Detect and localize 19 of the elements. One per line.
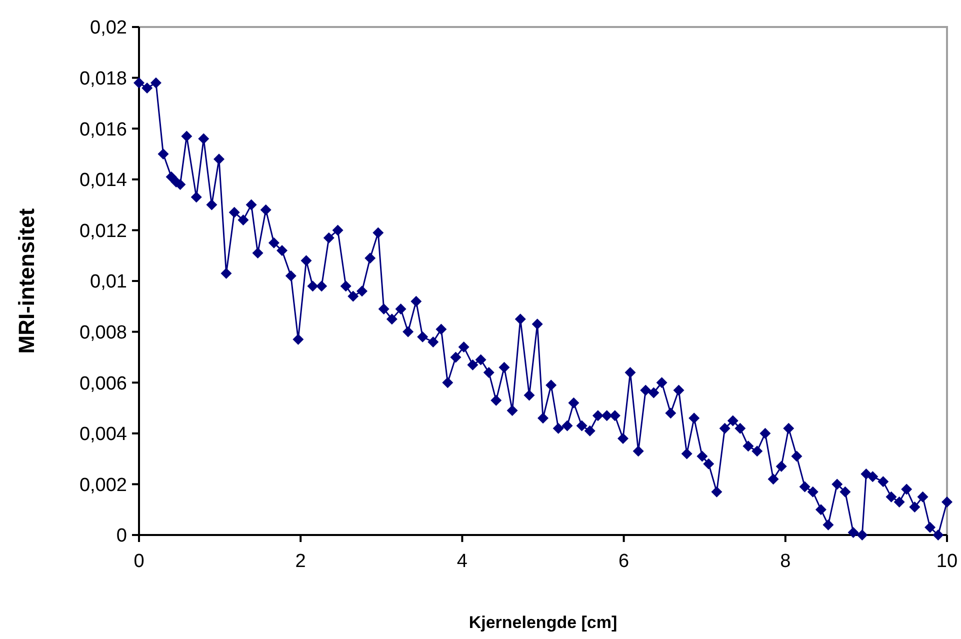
y-axis-title: MRI-intensitet (14, 208, 39, 354)
y-tick-label: 0,016 (79, 119, 127, 140)
x-tick-label: 0 (134, 551, 144, 572)
y-tick-label: 0,006 (79, 373, 127, 394)
y-tick-label: 0,01 (90, 272, 127, 293)
y-tick-label: 0 (116, 526, 127, 547)
y-tick-label: 0,014 (79, 170, 128, 192)
x-tick-label: 2 (295, 551, 306, 572)
y-tick-label: 0,002 (79, 474, 127, 496)
y-tick-label: 0,008 (79, 322, 127, 344)
x-tick-label: 10 (936, 551, 958, 572)
y-tick-label: 0,004 (79, 424, 128, 446)
x-tick-label: 6 (618, 551, 630, 572)
x-tick-label: 4 (456, 551, 468, 572)
x-tick-label: 8 (780, 551, 791, 572)
y-tick-label: 0,018 (79, 68, 127, 90)
x-axis-title: Kjernelengde [cm] (468, 613, 618, 632)
y-tick-label: 0,02 (90, 18, 127, 39)
y-tick-label: 0,012 (79, 220, 127, 242)
